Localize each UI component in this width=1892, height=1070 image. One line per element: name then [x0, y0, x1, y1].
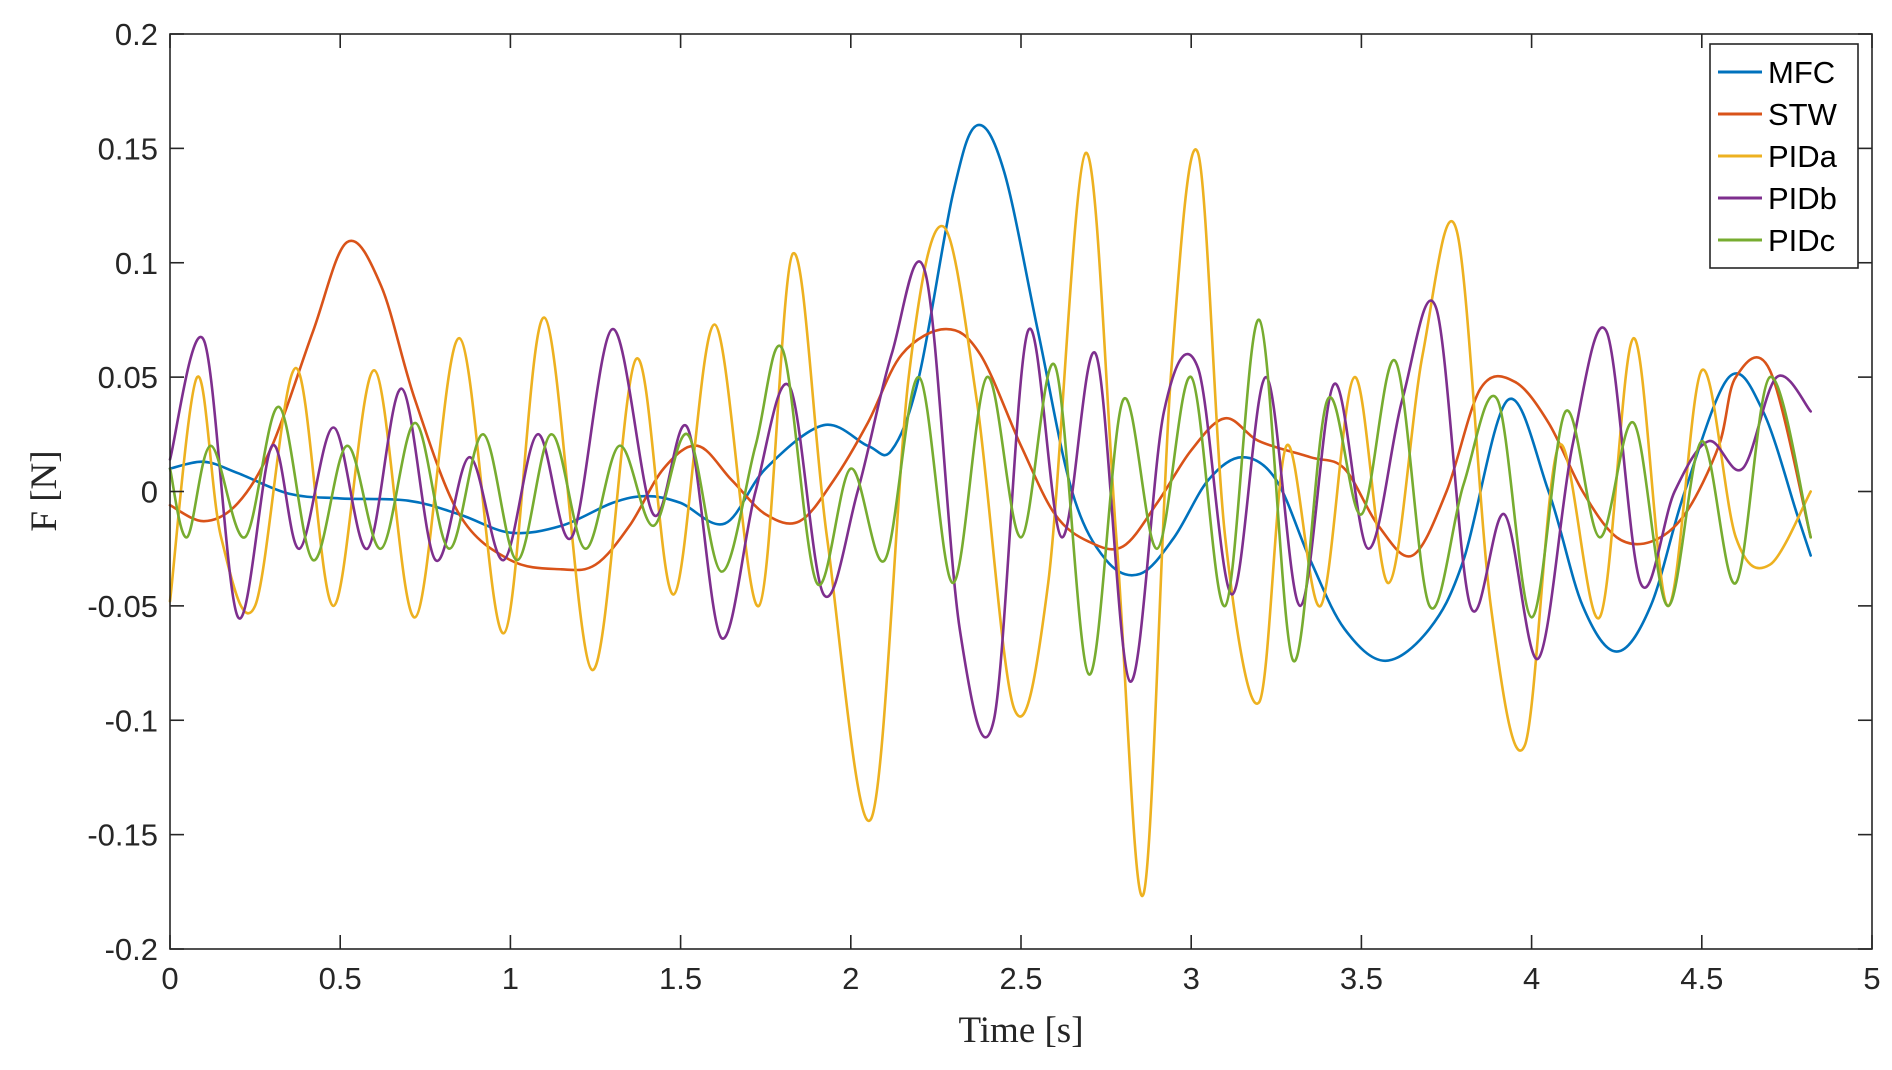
y-tick-label: 0.05 [98, 360, 158, 395]
series-line-pidc [168, 318, 1812, 676]
y-axis-title: F [N] [24, 450, 65, 531]
legend: MFC STW PIDa PIDb PIDc [1709, 43, 1859, 269]
x-tick-label: 1 [502, 961, 519, 996]
legend-label-pida: PIDa [1768, 139, 1838, 174]
x-tick-label: 2.5 [999, 961, 1042, 996]
legend-label-pidb: PIDb [1768, 181, 1837, 216]
x-axis: 0 0.5 1 1.5 2 2.5 3 3.5 4 4.5 5 [161, 34, 1881, 996]
y-tick-label: -0.2 [105, 932, 158, 967]
y-tick-label: 0.1 [115, 246, 158, 281]
y-tick-label: -0.05 [87, 589, 158, 624]
x-tick-label: 0 [161, 961, 178, 996]
y-tick-label: 0.15 [98, 131, 158, 166]
y-tick-label: -0.1 [105, 703, 158, 738]
series-line-pida [168, 148, 1812, 898]
plot-series-group [168, 123, 1812, 898]
y-tick-label: 0.2 [115, 17, 158, 52]
legend-label-stw: STW [1768, 97, 1838, 132]
x-tick-label: 5 [1863, 961, 1880, 996]
x-tick-label: 3.5 [1340, 961, 1383, 996]
x-tick-label: 4.5 [1680, 961, 1723, 996]
x-tick-label: 2 [842, 961, 859, 996]
x-axis-title: Time [s] [958, 1010, 1083, 1051]
legend-label-mfc: MFC [1768, 55, 1835, 90]
x-tick-label: 1.5 [659, 961, 702, 996]
x-tick-label: 4 [1523, 961, 1540, 996]
y-tick-label: -0.15 [87, 818, 158, 853]
x-tick-label: 3 [1183, 961, 1200, 996]
y-axis: 0.2 0.15 0.1 0.05 0 -0.05 -0.1 -0.15 -0.2 [87, 17, 1872, 967]
y-tick-label: 0 [141, 475, 158, 510]
series-line-mfc [168, 123, 1812, 663]
series-line-pidb [168, 260, 1812, 739]
x-tick-label: 0.5 [319, 961, 362, 996]
series-line-stw [168, 239, 1812, 572]
legend-label-pidc: PIDc [1768, 223, 1835, 258]
